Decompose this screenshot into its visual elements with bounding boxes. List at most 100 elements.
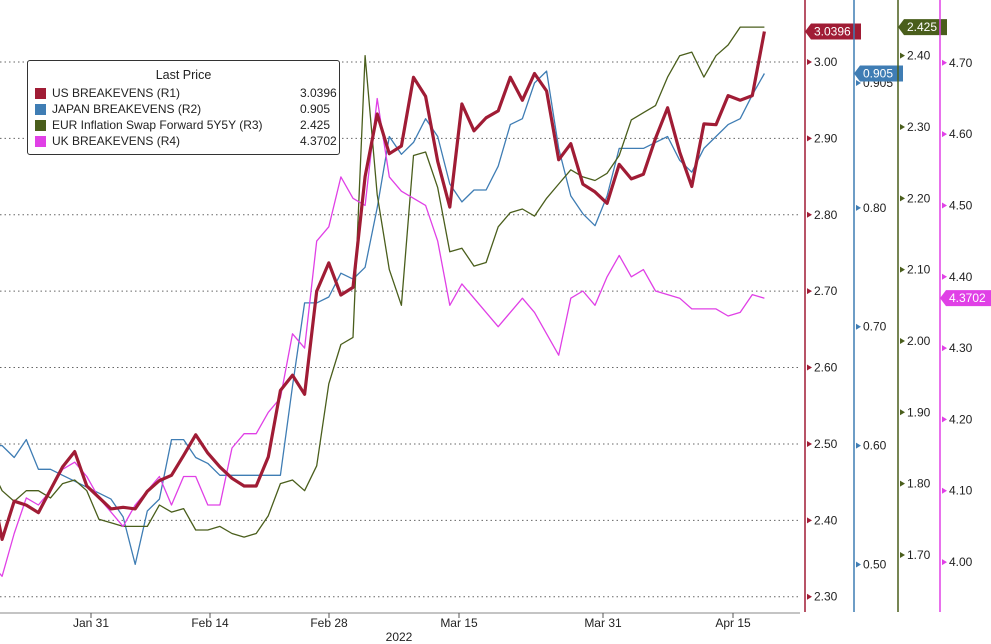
legend-title: Last Price bbox=[155, 68, 212, 82]
last-value-tag-bg bbox=[854, 65, 903, 82]
y-tick-marker bbox=[942, 416, 947, 423]
y-tick-marker bbox=[856, 561, 861, 568]
series-line-r4 bbox=[0, 97, 765, 577]
legend: Last Price US BREAKEVENS (R1) 3.0396 JAP… bbox=[27, 60, 340, 155]
y-tick-marker bbox=[942, 59, 947, 66]
legend-swatch bbox=[35, 88, 46, 99]
y-tick-marker bbox=[900, 480, 905, 487]
y-tick-label: 2.30 bbox=[907, 120, 931, 134]
last-value-tag-label: 4.3702 bbox=[949, 291, 986, 305]
y-tick-label: 4.10 bbox=[949, 484, 973, 498]
y-tick-marker bbox=[807, 364, 812, 371]
y-tick-label: 4.50 bbox=[949, 198, 973, 212]
y-tick-label: 2.90 bbox=[814, 131, 838, 145]
y-tick-label: 4.40 bbox=[949, 270, 973, 284]
y-tick-label: 2.80 bbox=[814, 208, 838, 222]
x-tick-label: Apr 15 bbox=[715, 616, 751, 630]
y-tick-label: 0.50 bbox=[863, 557, 887, 571]
y-tick-marker bbox=[856, 323, 861, 330]
last-value-tag-label: 2.425 bbox=[907, 20, 937, 34]
legend-value: 0.905 bbox=[300, 102, 331, 116]
y-tick-marker bbox=[856, 442, 861, 449]
legend-label: EUR Inflation Swap Forward 5Y5Y (R3) bbox=[52, 118, 263, 132]
y-tick-marker bbox=[942, 202, 947, 209]
legend-swatch bbox=[35, 104, 46, 115]
x-tick-label: Feb 28 bbox=[310, 616, 348, 630]
y-tick-marker bbox=[807, 288, 812, 295]
y-tick-marker bbox=[856, 204, 861, 211]
last-value-tag-bg bbox=[805, 23, 861, 40]
legend-entry-us-breakevens: US BREAKEVENS (R1) 3.0396 bbox=[35, 85, 337, 101]
x-tick-label: Feb 14 bbox=[191, 616, 229, 630]
y-tick-label: 1.90 bbox=[907, 405, 931, 419]
x-tick-label: Mar 15 bbox=[440, 616, 478, 630]
last-value-tag-r4: 4.3702 bbox=[940, 290, 991, 307]
legend-value: 2.425 bbox=[300, 118, 331, 132]
legend-swatch bbox=[35, 120, 46, 131]
y-tick-marker bbox=[807, 517, 812, 524]
y-tick-marker bbox=[900, 551, 905, 558]
y-tick-label: 4.00 bbox=[949, 555, 973, 569]
last-value-tag-bg bbox=[940, 290, 991, 307]
y-tick-label: 2.40 bbox=[907, 49, 931, 63]
y-tick-label: 1.70 bbox=[907, 548, 931, 562]
last-value-tag-r1: 3.0396 bbox=[805, 23, 861, 40]
last-value-tag-r2: 0.905 bbox=[854, 65, 903, 82]
y-tick-label: 2.00 bbox=[907, 334, 931, 348]
legend-entry-eur-inflation-swap: EUR Inflation Swap Forward 5Y5Y (R3) 2.4… bbox=[35, 117, 331, 133]
y-tick-marker bbox=[807, 211, 812, 218]
last-value-tag-label: 3.0396 bbox=[814, 24, 851, 38]
gridlines bbox=[0, 61, 800, 598]
y-tick-label: 4.20 bbox=[949, 412, 973, 426]
legend-label: US BREAKEVENS (R1) bbox=[52, 86, 181, 100]
y-tick-marker bbox=[942, 131, 947, 138]
y-tick-marker bbox=[900, 123, 905, 130]
y-tick-label: 0.70 bbox=[863, 320, 887, 334]
legend-entry-japan-breakevens: JAPAN BREAKEVENS (R2) 0.905 bbox=[35, 101, 331, 117]
legend-label: UK BREAKEVENS (R4) bbox=[52, 134, 181, 148]
y-tick-marker bbox=[807, 440, 812, 447]
legend-value: 4.3702 bbox=[300, 134, 337, 148]
last-value-tag-bg bbox=[898, 19, 947, 36]
legend-swatch bbox=[35, 136, 46, 147]
series-line-r1 bbox=[0, 31, 766, 542]
y-tick-label: 2.30 bbox=[814, 590, 838, 604]
y-tick-marker bbox=[900, 266, 905, 273]
x-tick-label: Mar 31 bbox=[584, 616, 622, 630]
y-tick-marker bbox=[942, 487, 947, 494]
y-tick-label: 0.80 bbox=[863, 201, 887, 215]
series-lines bbox=[0, 26, 766, 577]
y-tick-marker bbox=[807, 593, 812, 600]
y-tick-label: 2.10 bbox=[907, 263, 931, 277]
y-tick-label: 2.60 bbox=[814, 361, 838, 375]
y-tick-marker bbox=[942, 559, 947, 566]
y-tick-label: 4.60 bbox=[949, 127, 973, 141]
y-tick-label: 3.00 bbox=[814, 55, 838, 69]
last-value-tag-label: 0.905 bbox=[863, 66, 893, 80]
y-tick-label: 0.60 bbox=[863, 439, 887, 453]
x-tick-label: Jan 31 bbox=[73, 616, 109, 630]
y-tick-label: 4.30 bbox=[949, 341, 973, 355]
y-tick-marker bbox=[807, 135, 812, 142]
y-tick-marker bbox=[807, 59, 812, 66]
y-tick-label: 4.70 bbox=[949, 56, 973, 70]
y-tick-marker bbox=[900, 409, 905, 416]
legend-label: JAPAN BREAKEVENS (R2) bbox=[52, 102, 202, 116]
y-tick-marker bbox=[900, 337, 905, 344]
x-year-label: 2022 bbox=[386, 630, 413, 644]
y-tick-label: 2.20 bbox=[907, 191, 931, 205]
y-tick-label: 2.70 bbox=[814, 284, 838, 298]
y-tick-marker bbox=[900, 52, 905, 59]
y-tick-marker bbox=[942, 273, 947, 280]
last-value-tag-r3: 2.425 bbox=[898, 19, 947, 36]
y-tick-marker bbox=[942, 345, 947, 352]
y-tick-marker bbox=[900, 195, 905, 202]
y-tick-label: 1.80 bbox=[907, 477, 931, 491]
series-line-r2 bbox=[0, 70, 765, 566]
y-tick-label: 2.40 bbox=[814, 513, 838, 527]
y-tick-marker bbox=[856, 80, 861, 87]
series-line-r3 bbox=[0, 26, 765, 538]
y-tick-label: 2.50 bbox=[814, 437, 838, 451]
